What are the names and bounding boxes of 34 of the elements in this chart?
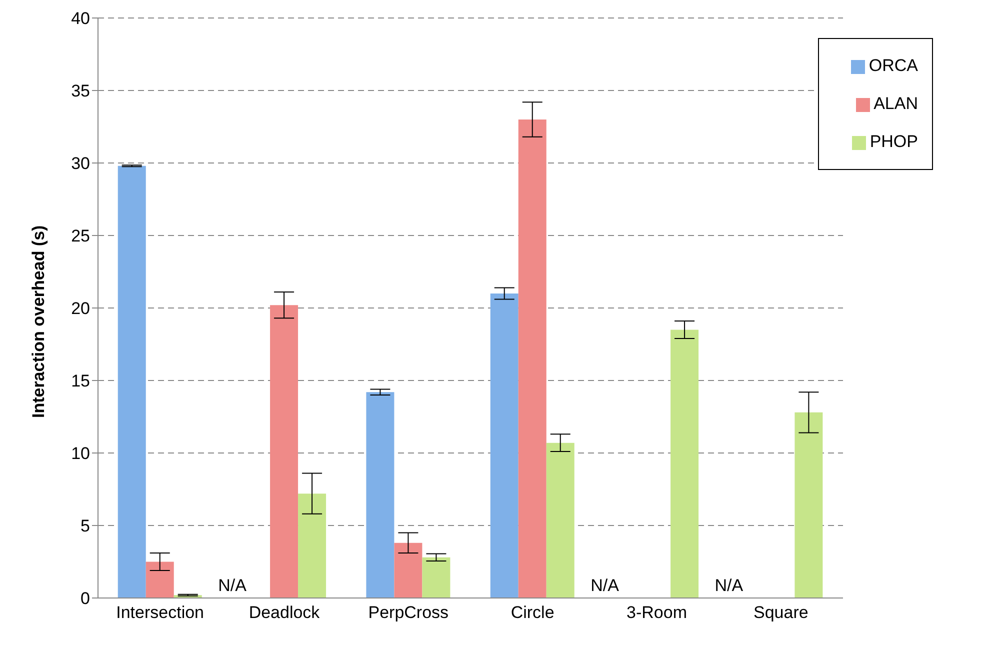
y-tick-label: 40: [71, 9, 90, 28]
y-tick-label: 5: [80, 516, 90, 536]
annotation: N/A: [218, 576, 248, 595]
legend-label: PHOP: [870, 132, 918, 151]
bar: [118, 166, 146, 598]
bar: [366, 392, 394, 598]
y-tick-label: 15: [71, 372, 90, 391]
bar: [422, 557, 450, 598]
bar: [490, 294, 518, 598]
bar: [270, 305, 298, 598]
bar: [394, 542, 422, 598]
bar: [794, 412, 823, 598]
bar: [546, 442, 574, 598]
annotation: N/A: [590, 576, 620, 595]
bar: [670, 330, 699, 598]
annotation: N/A: [714, 576, 744, 595]
x-tick-label: Intersection: [116, 603, 204, 622]
bar: [518, 120, 546, 598]
y-tick-label: 0: [80, 589, 90, 608]
legend-label: ALAN: [874, 94, 918, 113]
y-tick-label: 10: [71, 444, 90, 464]
y-tick-label: 25: [71, 226, 90, 246]
y-tick-label: 20: [71, 299, 90, 318]
x-tick-label: Circle: [510, 603, 554, 622]
legend-label: ORCA: [868, 56, 918, 75]
y-tick-label: 30: [71, 154, 90, 174]
x-tick-label: PerpCross: [368, 603, 449, 622]
x-tick-label: 3-Room: [626, 603, 687, 622]
bar: [146, 562, 174, 598]
y-axis-title: Interaction overhead (s): [29, 225, 48, 418]
y-tick-label: 35: [71, 82, 90, 101]
x-tick-label: Deadlock: [248, 603, 320, 622]
x-tick-label: Square: [754, 603, 808, 622]
bar: [298, 494, 326, 598]
